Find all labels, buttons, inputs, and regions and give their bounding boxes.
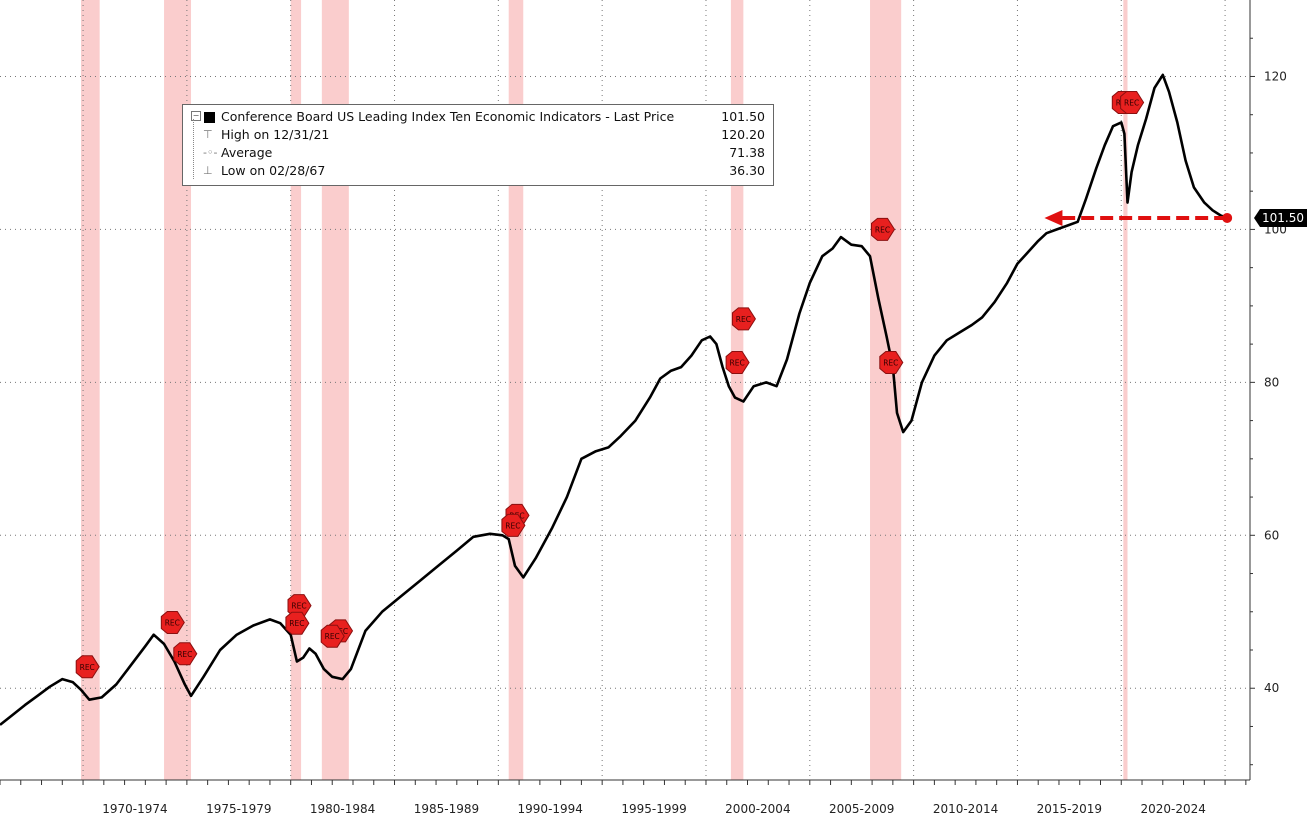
rec-marker: REC: [173, 642, 198, 666]
rec-marker-shape: [731, 307, 756, 331]
rec-marker: REC: [1120, 91, 1145, 114]
rec-marker-shape: [320, 624, 345, 648]
x-tick-label: 1995-1999: [621, 802, 686, 816]
legend-row-low: ⊥ Low on 02/28/67 36.30: [183, 162, 773, 180]
rec-marker: REC: [501, 513, 526, 537]
legend-label: High on 12/31/21: [221, 127, 330, 142]
rec-marker-shape: [285, 611, 310, 635]
rec-marker-shape: [160, 611, 185, 634]
rec-marker: REC: [879, 351, 904, 374]
x-tick-label: 2010-2014: [933, 802, 998, 816]
last-value-tag: [1254, 208, 1307, 227]
legend-tree-lines: [193, 119, 202, 179]
rec-marker: REC: [731, 307, 756, 331]
rec-marker-label: REC: [289, 619, 304, 628]
rec-marker-label: REC: [883, 359, 898, 368]
legend-value: 71.38: [729, 145, 765, 160]
x-tick-label: 1980-1984: [310, 802, 375, 816]
recession-band: [1123, 0, 1128, 780]
legend-row-high: ⊤ High on 12/31/21 120.20: [183, 126, 773, 144]
rec-marker-label: REC: [1124, 99, 1139, 108]
rec-marker-label: REC: [730, 359, 745, 368]
rec-marker-shape: [501, 513, 526, 537]
y-tick-label: 40: [1264, 681, 1279, 695]
rec-marker-label: REC: [325, 632, 340, 641]
average-marker-icon: -◦-: [203, 146, 218, 159]
rec-markers: RECRECRECRECRECRECRECRECRECRECRECRECRECR…: [75, 91, 1145, 679]
x-tick-label: 2005-2009: [829, 802, 894, 816]
rec-marker: REC: [725, 351, 750, 374]
rec-marker: REC: [285, 611, 310, 635]
rec-marker-shape: [725, 351, 750, 374]
legend-swatch: [204, 112, 215, 123]
x-tick-label: 1970-1974: [102, 802, 167, 816]
rec-marker-shape: [1120, 91, 1145, 114]
rec-marker-label: REC: [177, 650, 192, 659]
x-tick-label: 1975-1979: [206, 802, 271, 816]
legend-label: Average: [221, 145, 273, 160]
y-tick-label: 120: [1264, 69, 1287, 83]
legend-value: 120.20: [721, 127, 765, 142]
rec-marker-shape: [173, 642, 198, 666]
legend-collapse-toggle[interactable]: −: [191, 111, 201, 121]
rec-marker-shape: [75, 655, 100, 679]
rec-marker-label: REC: [291, 602, 306, 611]
legend: − Conference Board US Leading Index Ten …: [182, 104, 774, 186]
recession-band: [80, 0, 100, 780]
rec-marker-label: REC: [165, 619, 180, 628]
x-tick-label: 1990-1994: [518, 802, 583, 816]
y-tick-label: 60: [1264, 528, 1279, 542]
last-value: 101.50: [1044, 208, 1307, 227]
arrow-head: [1044, 209, 1063, 226]
rec-marker-shape: [287, 594, 312, 618]
recession-band: [508, 0, 524, 780]
recession-band: [290, 0, 302, 780]
low-marker-icon: ⊥: [203, 164, 213, 177]
rec-marker: REC: [287, 594, 312, 618]
series-path: [0, 73, 1228, 726]
rec-marker-label: REC: [80, 663, 95, 672]
legend-label: Conference Board US Leading Index Ten Ec…: [221, 109, 675, 124]
rec-marker-shape: [871, 217, 896, 241]
rec-marker-label: REC: [505, 521, 520, 530]
last-value-dot: [1222, 212, 1233, 223]
rec-marker: REC: [320, 624, 345, 648]
x-tick-label: 2020-2024: [1140, 802, 1205, 816]
legend-value: 36.30: [729, 163, 765, 178]
x-tick-label: 2015-2019: [1037, 802, 1102, 816]
legend-row-last-price: Conference Board US Leading Index Ten Ec…: [183, 108, 773, 126]
legend-value: 101.50: [721, 109, 765, 124]
rec-marker: REC: [160, 611, 185, 634]
rec-marker: REC: [75, 655, 100, 679]
recession-band: [870, 0, 902, 780]
rec-marker-label: REC: [875, 225, 890, 234]
x-tick-label: 2000-2004: [725, 802, 790, 816]
rec-marker-label: REC: [736, 315, 751, 324]
legend-row-average: -◦- Average 71.38: [183, 144, 773, 162]
last-value-label: 101.50: [1262, 211, 1304, 225]
y-tick-label: 80: [1264, 375, 1279, 389]
series-line: [0, 73, 1228, 726]
legend-label: Low on 02/28/67: [221, 163, 326, 178]
x-tick-label: 1985-1989: [414, 802, 479, 816]
rec-marker-shape: [879, 351, 904, 374]
high-marker-icon: ⊤: [203, 128, 213, 141]
rec-marker: REC: [871, 217, 896, 241]
recession-band: [730, 0, 744, 780]
